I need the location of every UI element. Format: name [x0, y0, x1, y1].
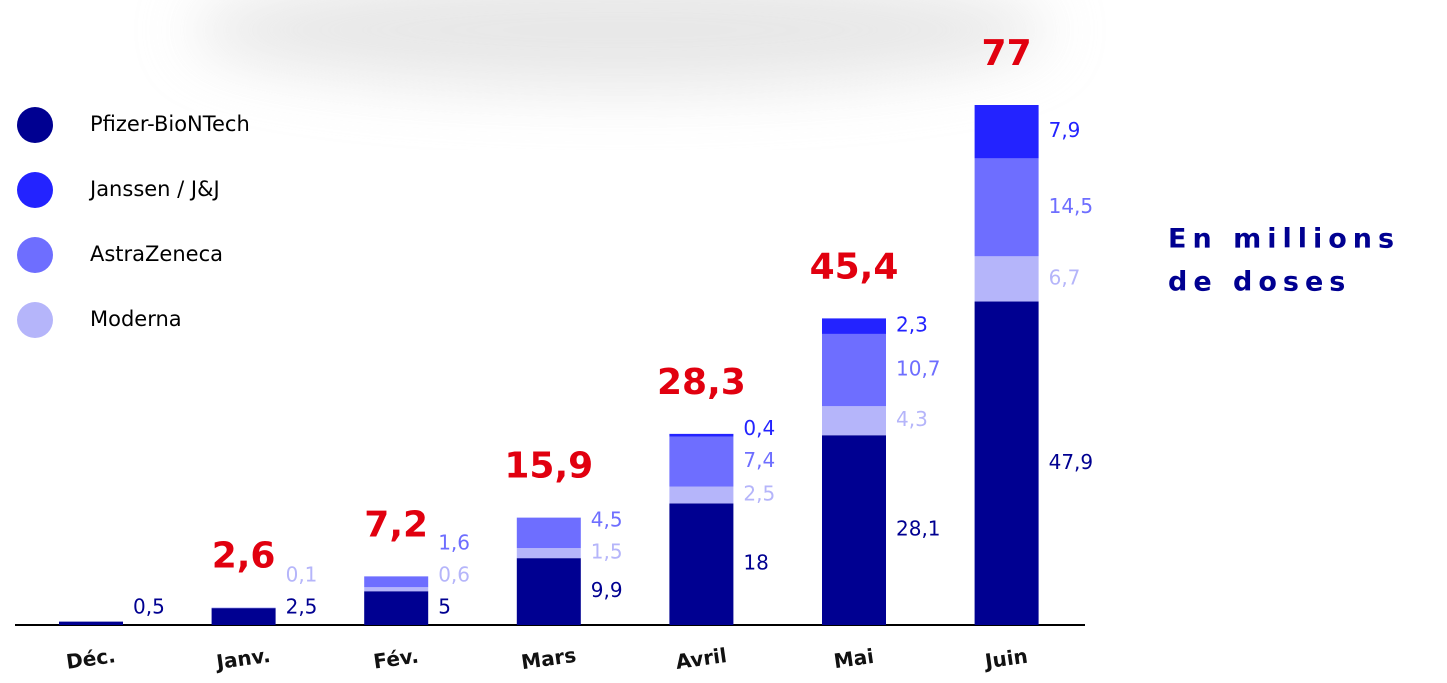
bar-segment: [669, 433, 734, 437]
annotation: En millions: [1168, 224, 1400, 255]
bar-segment: [364, 587, 429, 592]
data-label: 7,4: [743, 448, 775, 472]
bar-segment: [974, 301, 1039, 625]
total-label: 7,2: [364, 504, 428, 545]
bar-segment: [669, 486, 734, 504]
bar-segment: [822, 435, 886, 625]
bar-segment: [364, 576, 429, 588]
data-label: 0,5: [133, 595, 165, 619]
shadow: [190, 0, 1050, 90]
bar-segment: [516, 548, 581, 559]
data-label: 47,9: [1049, 450, 1094, 474]
data-label: 7,9: [1049, 118, 1081, 142]
legend-label: AstraZeneca: [90, 242, 223, 266]
bar-segment: [211, 607, 276, 609]
data-label: 2,3: [896, 313, 928, 337]
x-tick-label: Fév.: [372, 643, 420, 673]
bar-segment: [669, 436, 734, 487]
bar-segment: [211, 608, 276, 625]
data-label: 2,5: [286, 595, 318, 619]
total-label: 15,9: [504, 446, 593, 487]
bar-segment: [516, 517, 581, 549]
annotation: de doses: [1168, 267, 1351, 298]
total-label: 28,3: [657, 362, 746, 403]
x-tick-label: Mai: [832, 644, 875, 673]
x-tick-label: Déc.: [65, 643, 117, 674]
bar-segment: [974, 158, 1039, 257]
bar-segment: [669, 503, 734, 625]
data-label: 6,7: [1049, 265, 1081, 289]
data-label: 18: [743, 551, 768, 575]
total-label: 77: [982, 33, 1032, 74]
data-label: 4,3: [896, 407, 928, 431]
data-label: 0,6: [438, 563, 470, 587]
x-tick-label: Juin: [982, 644, 1030, 674]
bar-segment: [822, 333, 886, 407]
legend-label: Janssen / J&J: [88, 177, 220, 201]
data-label: 14,5: [1049, 194, 1094, 218]
bar-segment: [974, 105, 1039, 159]
bar-segment: [974, 256, 1039, 302]
legend-swatch: [17, 302, 53, 338]
bar-segment: [59, 621, 123, 625]
bar-segment: [516, 558, 581, 625]
data-label: 2,5: [743, 482, 775, 506]
legend-swatch: [17, 107, 53, 143]
data-label: 5: [438, 595, 451, 619]
bar-segment: [364, 591, 429, 625]
data-label: 1,6: [438, 531, 470, 555]
data-label: 0,1: [286, 563, 318, 587]
legend-swatch: [17, 172, 53, 208]
data-label: 10,7: [896, 357, 941, 381]
x-tick-label: Avril: [674, 643, 728, 674]
data-label: 1,5: [591, 540, 623, 564]
total-label: 2,6: [212, 535, 276, 576]
legend-swatch: [17, 237, 53, 273]
x-tick-label: Mars: [520, 643, 578, 674]
legend-label: Moderna: [90, 307, 182, 331]
data-label: 0,4: [743, 416, 775, 440]
legend-label: Pfizer-BioNTech: [90, 112, 250, 136]
total-label: 45,4: [810, 246, 899, 287]
data-label: 28,1: [896, 517, 941, 541]
data-label: 9,9: [591, 578, 623, 602]
data-label: 4,5: [591, 508, 623, 532]
bar-segment: [822, 406, 886, 436]
x-tick-label: Janv.: [213, 643, 272, 675]
bar-segment: [822, 318, 886, 334]
